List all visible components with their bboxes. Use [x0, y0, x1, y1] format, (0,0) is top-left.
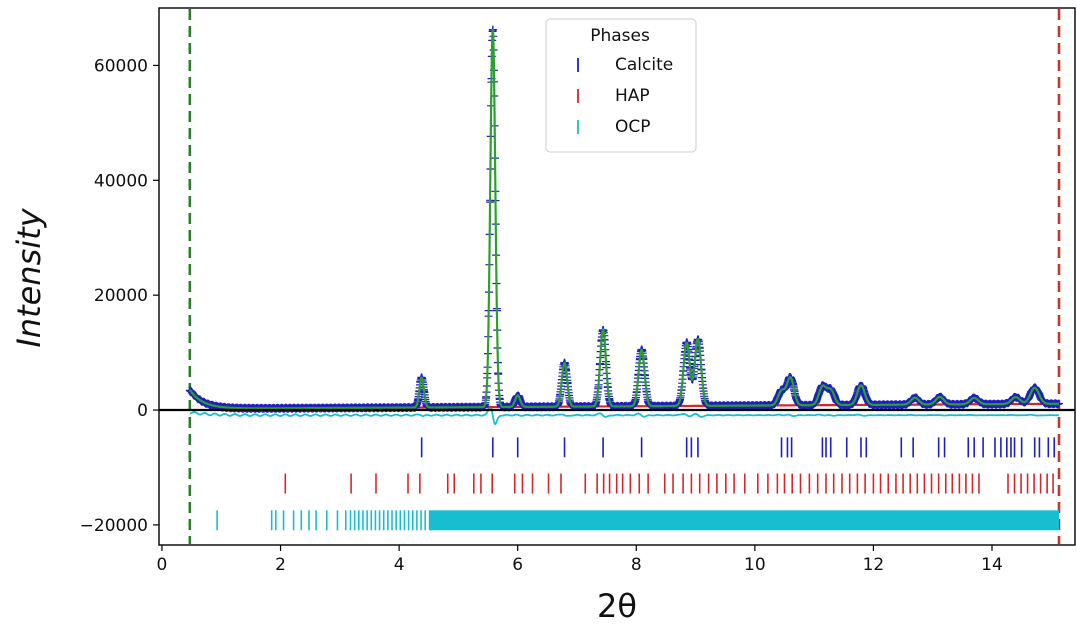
legend-label: HAP — [615, 86, 650, 106]
x-tick-label: 8 — [631, 555, 642, 575]
y-axis-label: Intensity — [10, 207, 48, 347]
reflection-band — [428, 510, 1059, 531]
x-tick-label: 2 — [275, 555, 286, 575]
legend-entry-hap: HAP — [577, 86, 650, 106]
legend-entry-ocp: OCP — [577, 117, 651, 137]
difference-curve — [189, 405, 1059, 426]
legend-title: Phases — [590, 26, 650, 46]
x-tick-label: 0 — [157, 555, 168, 575]
x-tick-label: 12 — [863, 555, 885, 575]
legend-label: Calcite — [615, 55, 673, 75]
calculated-line — [188, 28, 1060, 410]
legend-entries: Calcite HAP OCP — [577, 55, 673, 137]
y-tick-label: 60000 — [94, 56, 148, 76]
range-markers — [188, 9, 1061, 544]
x-tick-label: 10 — [744, 555, 766, 575]
y-tick-label: 0 — [137, 401, 148, 421]
y-axis: −20000 0 20000 40000 60000 — [80, 56, 159, 536]
legend: Phases Calcite HAP OCP — [545, 18, 697, 153]
plot-area — [158, 7, 1076, 546]
x-axis: 0 2 4 6 8 10 12 14 — [157, 545, 1003, 575]
x-tick-label: 6 — [512, 555, 523, 575]
difference-line — [189, 405, 1059, 426]
reflection-row-hap — [284, 473, 1054, 494]
reflection-row-ocp — [216, 510, 1059, 531]
y-tick-label: 40000 — [94, 171, 148, 191]
reflection-ticks — [216, 437, 1059, 531]
calculated-curve — [188, 28, 1060, 410]
plot-frame — [158, 7, 1076, 546]
reflection-row-calcite — [420, 437, 1056, 458]
y-tick-label: −20000 — [80, 516, 148, 536]
legend-label: OCP — [615, 117, 651, 137]
x-tick-label: 14 — [981, 555, 1003, 575]
x-axis-label: 2θ — [597, 587, 637, 624]
legend-box — [545, 18, 697, 153]
x-tick-label: 4 — [394, 555, 405, 575]
legend-entry-calcite: Calcite — [577, 55, 673, 75]
y-tick-label: 20000 — [94, 286, 148, 306]
